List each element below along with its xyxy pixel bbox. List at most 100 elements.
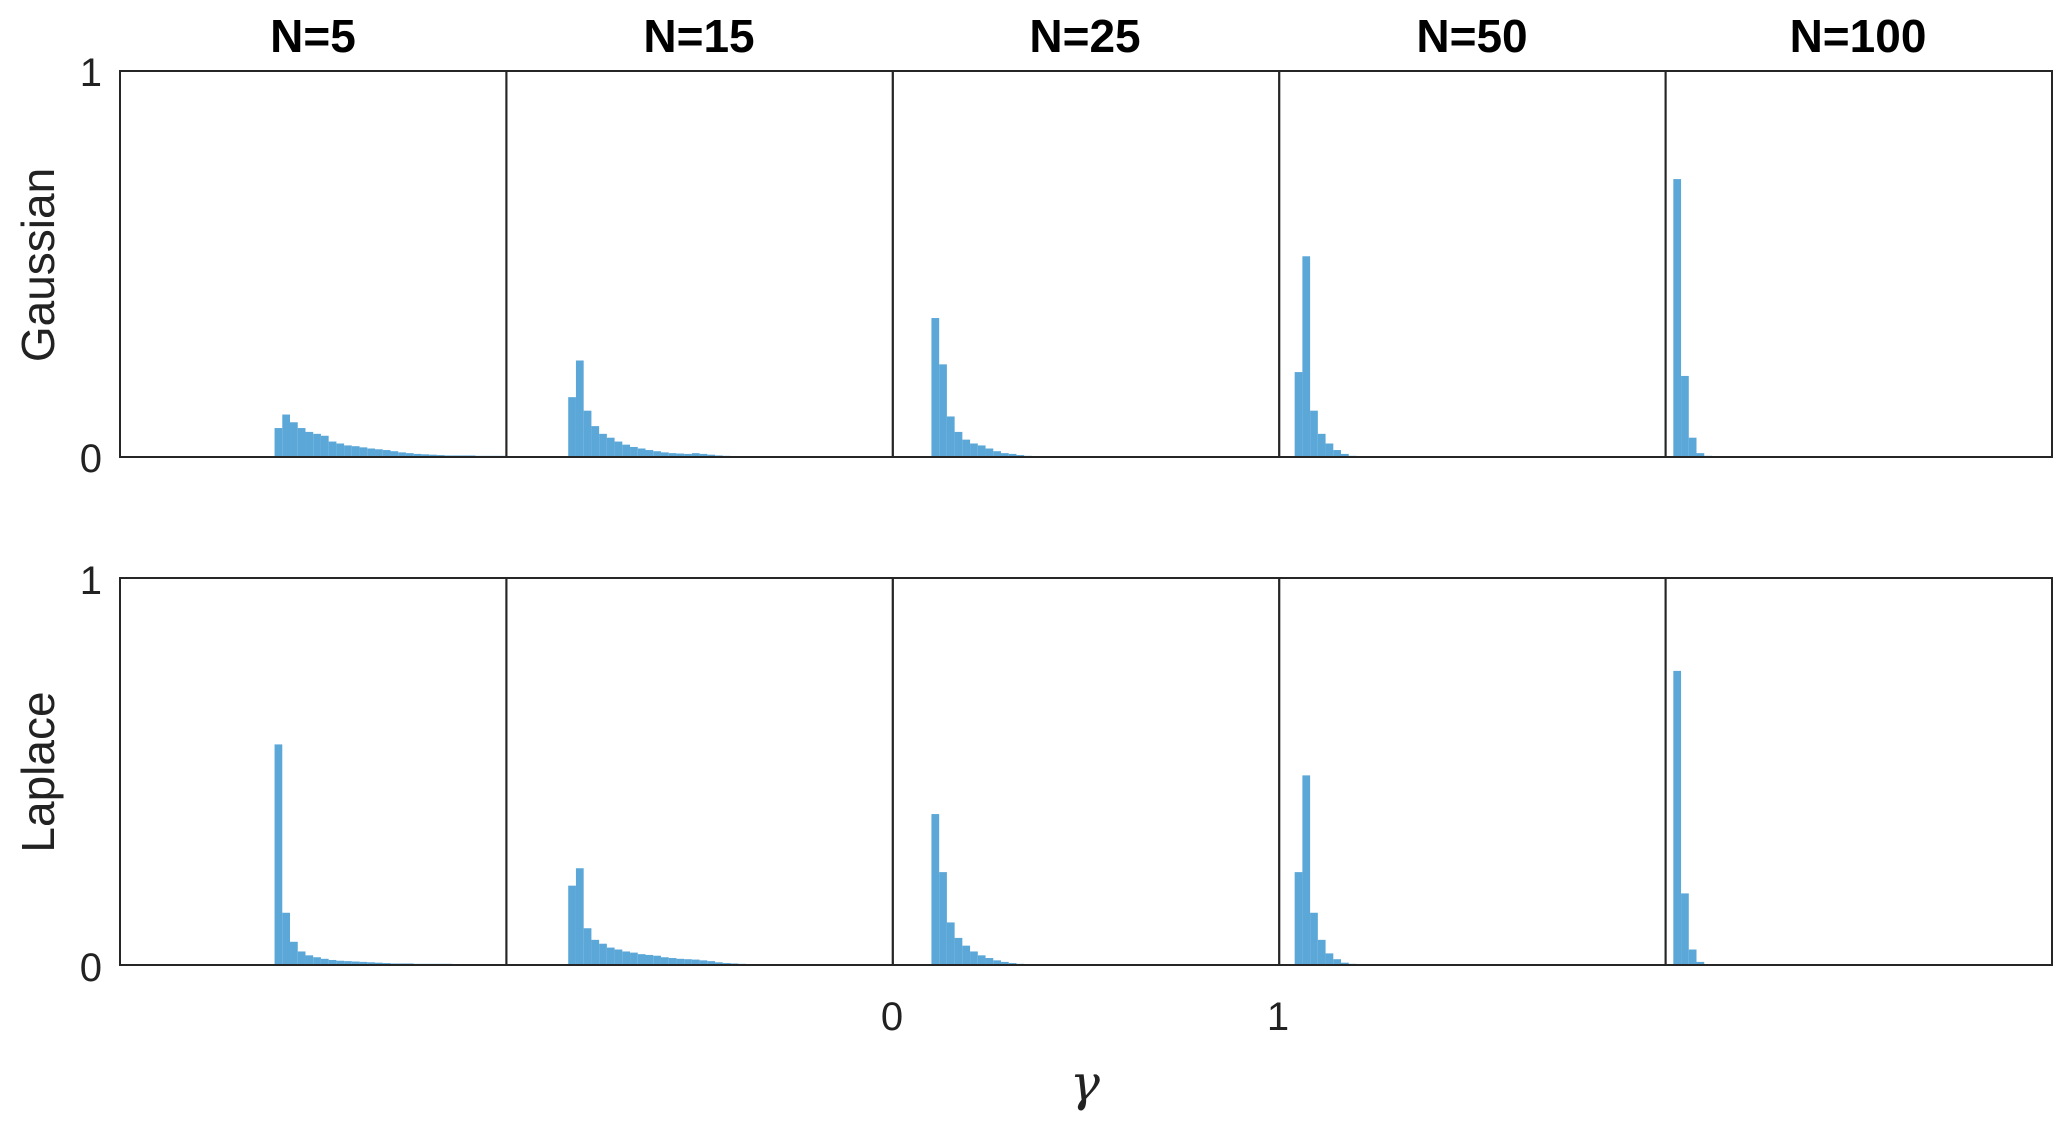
histogram-bar-laplace-n5-2 [290,941,298,965]
histogram-bar-laplace-n15-11 [653,955,661,965]
histogram-bar-gaussian-n5-4 [305,431,314,457]
histogram-bar-laplace-n5-6 [320,958,329,965]
histogram-bar-laplace-n15-13 [668,958,677,965]
y-tick-label-top-0: 0 [80,437,102,481]
histogram-bar-laplace-n5-11 [359,961,368,965]
y-tick-label-bottom-0: 0 [80,946,102,990]
histogram-bar-laplace-n15-16 [691,959,700,965]
panel-frame-gaussian-n50 [1278,70,1667,458]
panel-frame-gaussian-n100 [1664,70,2053,458]
histogram-bar-gaussian-n5-12 [367,448,376,457]
histogram-bar-laplace-n50-1 [1302,775,1311,965]
histogram-bar-laplace-n25-7 [985,958,994,965]
histogram-bar-gaussian-n15-1 [575,360,584,457]
panel-frame-laplace-n25 [891,577,1281,966]
histogram-bar-gaussian-n15-4 [599,433,607,457]
histogram-bar-gaussian-n50-6 [1341,453,1349,457]
panel-frames [119,70,2053,966]
histogram-bar-laplace-n50-0 [1294,872,1303,965]
histogram-bar-laplace-n15-17 [699,960,708,965]
histogram-bar-laplace-n15-3 [591,939,600,965]
x-tick-label-1: 1 [1267,995,1289,1039]
histogram-bar-gaussian-n100-2 [1688,437,1697,457]
histogram-bar-laplace-n15-2 [583,928,592,965]
histogram-bar-laplace-n5-7 [328,959,337,965]
histogram-bar-laplace-n100-2 [1688,949,1697,965]
histogram-bar-laplace-n15-6 [614,949,623,965]
row-labels: Gaussian Laplace [12,168,64,853]
histogram-bar-gaussian-n15-15 [684,453,692,457]
y-tick-label-top-1: 1 [80,51,102,95]
panel-frame-laplace-n50 [1278,577,1667,966]
histogram-bar-gaussian-n50-3 [1317,433,1326,457]
histogram-bar-laplace-n25-6 [977,955,986,965]
column-title-n50: N=50 [1416,10,1527,62]
histogram-bar-gaussian-n5-9 [344,445,352,457]
histogram-bar-gaussian-n25-5 [970,443,978,457]
histogram-bar-gaussian-n100-3 [1696,453,1705,457]
histogram-bar-gaussian-n5-10 [351,446,360,457]
histogram-bar-gaussian-n15-0 [568,397,576,457]
panel-frame-gaussian-n15 [505,70,894,458]
histogram-bar-laplace-n50-6 [1341,962,1349,965]
panel-frame-gaussian-n5 [119,70,508,458]
histogram-bar-gaussian-n25-7 [985,448,994,457]
histogram-bar-laplace-n5-9 [344,961,352,965]
x-tick-labels: 0 1 [881,995,1289,1039]
histogram-bar-gaussian-n100-0 [1673,179,1682,457]
histogram-bar-laplace-n25-9 [1000,961,1009,965]
histogram-bar-gaussian-n5-8 [336,443,345,457]
histogram-bar-laplace-n5-12 [367,962,376,965]
column-title-n5: N=5 [270,10,356,62]
histogram-bar-laplace-n15-15 [684,959,692,965]
histogram-bar-laplace-n50-5 [1333,959,1342,965]
histogram-bar-laplace-n25-3 [954,937,963,965]
histogram-bar-gaussian-n5-6 [320,435,329,457]
histogram-bar-laplace-n15-4 [599,943,607,965]
panel-frame-laplace-n100 [1664,577,2053,966]
histogram-bar-gaussian-n5-18 [413,453,422,457]
histogram-bar-gaussian-n15-14 [676,453,685,457]
histogram-bar-gaussian-n50-0 [1294,372,1303,457]
histogram-bar-laplace-n5-1 [282,912,291,965]
histogram-bar-gaussian-n50-4 [1325,443,1334,457]
histogram-bar-laplace-n5-5 [313,957,321,965]
histogram-bar-laplace-n15-9 [637,954,646,965]
histogram-bar-gaussian-n15-3 [591,426,600,457]
histogram-bar-laplace-n15-14 [676,958,685,965]
histogram-bar-laplace-n15-18 [707,961,716,965]
histogram-bar-gaussian-n50-1 [1302,256,1311,457]
column-title-n25: N=25 [1029,10,1140,62]
histogram-bar-gaussian-n5-14 [382,450,391,457]
histogram-bar-laplace-n25-8 [993,960,1001,965]
histogram-bar-gaussian-n15-17 [699,453,708,457]
histogram-bar-gaussian-n15-16 [691,453,700,457]
histogram-bar-gaussian-n5-3 [297,428,306,457]
histogram-bar-gaussian-n15-2 [583,410,592,457]
histogram-bar-laplace-n15-0 [568,885,576,965]
histogram-bar-laplace-n15-12 [660,957,669,965]
histogram-bar-gaussian-n50-2 [1310,410,1318,457]
histogram-bar-laplace-n5-4 [305,955,314,965]
histogram-bar-laplace-n15-10 [645,954,654,965]
histogram-bar-laplace-n5-13 [375,962,383,965]
histogram-bars [274,179,1712,965]
histogram-bar-gaussian-n15-5 [606,437,615,457]
histogram-bar-laplace-n5-10 [351,961,360,965]
histogram-bar-laplace-n100-0 [1673,670,1682,965]
y-tick-labels: 1 0 1 0 [80,51,102,990]
histogram-bar-gaussian-n15-6 [614,441,623,457]
panel-frame-gaussian-n25 [891,70,1281,458]
histogram-bar-gaussian-n15-10 [645,450,654,457]
histogram-bar-laplace-n5-8 [336,960,345,965]
histogram-bar-gaussian-n5-7 [328,441,337,457]
histogram-bar-gaussian-n15-8 [630,446,638,457]
histogram-bar-gaussian-n5-0 [274,428,283,457]
histogram-bar-laplace-n15-8 [630,952,638,965]
histogram-bar-gaussian-n5-11 [359,447,368,457]
histogram-bar-gaussian-n25-3 [954,431,963,457]
panel-frame-laplace-n5 [119,577,508,966]
histogram-bar-laplace-n25-5 [970,951,978,965]
histogram-bar-gaussian-n25-0 [931,318,940,457]
histogram-bar-laplace-n50-4 [1325,953,1334,965]
